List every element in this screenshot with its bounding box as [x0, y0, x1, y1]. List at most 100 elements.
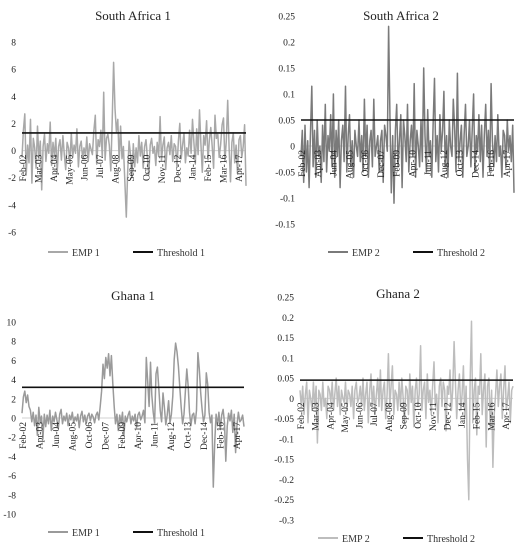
y-tick-label: 0 — [290, 143, 295, 153]
y-tick-label: 10 — [7, 319, 17, 329]
series-line-emp — [21, 61, 247, 218]
legend-label-threshold: Threshold 2 — [437, 248, 485, 259]
chart-panel-4: Ghana 2 0.25 0.2 0.15 0.1 0.05 0 -0.05 -0.1 -0.15… — [274, 286, 514, 545]
x-tick-label: Aug-08 — [385, 402, 395, 431]
y-tick-label: 4 — [11, 93, 16, 103]
x-tick-label: Jan-14 — [458, 402, 468, 428]
x-tick-label: Dec-07 — [377, 150, 387, 178]
x-tick-label: Jul-07 — [96, 154, 106, 178]
x-tick-label: Oct-10 — [414, 402, 424, 429]
y-tick-label: 6 — [11, 357, 16, 367]
x-tick-label: Oct-06 — [85, 422, 95, 449]
y-tick-label: -0.25 — [274, 496, 294, 506]
y-tick-label: -0.3 — [279, 517, 294, 527]
y-tick-label: 0 — [11, 415, 16, 425]
chart-panel-3: Ghana 1 10 8 6 4 2 0 -2 -4 -6 -8 -10 Feb-02 Apr-03 Jun… — [3, 288, 245, 539]
x-tick-label: Oct-06 — [361, 150, 371, 177]
x-tick-label: Jun-06 — [356, 402, 366, 428]
y-tick-label: 0.1 — [283, 91, 295, 101]
y-tick-label: 0.25 — [278, 13, 295, 23]
x-tick-label: Feb-16 — [217, 422, 227, 449]
x-tick-label: Apr-10 — [134, 422, 144, 449]
y-tick-label: -0.05 — [274, 415, 294, 425]
x-tick-label: Feb-16 — [487, 150, 497, 177]
x-tick-label: Feb-02 — [19, 154, 29, 181]
y-tick-label: -10 — [3, 511, 16, 521]
x-tick-label: Jan-14 — [189, 154, 199, 180]
x-tick-label: Feb-09 — [393, 150, 403, 177]
x-tick-label: Jun-04 — [330, 150, 340, 176]
y-tick-label: 6 — [11, 66, 16, 76]
x-tick-label: Oct-13 — [184, 422, 194, 449]
x-tick-label: Jun-06 — [81, 154, 91, 180]
y-tick-label: -0.05 — [275, 169, 295, 179]
x-tick-label: Mar-16 — [487, 402, 497, 431]
legend-label-emp: EMP 2 — [342, 534, 370, 545]
legend-label-emp: EMP 1 — [72, 528, 100, 539]
y-tick-label: 2 — [11, 120, 16, 130]
y-tick-label: -8 — [8, 491, 16, 501]
x-tick-label: Apr-17 — [233, 422, 243, 449]
series-line-emp — [300, 25, 515, 204]
y-tick-label: 0.2 — [282, 314, 294, 324]
x-tick-label: Apr-04 — [326, 402, 336, 429]
y-tick-label: 0.25 — [277, 294, 294, 304]
x-tick-label: Mar-03 — [312, 402, 322, 431]
y-tick-label: -0.15 — [274, 456, 294, 466]
x-tick-label: Aug-12 — [167, 422, 177, 451]
x-tick-label: Dec-14 — [200, 422, 210, 450]
x-tick-label: Oct-10 — [142, 154, 152, 181]
x-tick-label: Jul-07 — [370, 402, 380, 426]
y-tick-label: 0 — [289, 395, 294, 405]
x-tick-label: Jun-11 — [424, 150, 434, 176]
x-tick-label: Sep-09 — [127, 154, 137, 181]
x-tick-label: Apr-10 — [408, 150, 418, 177]
chart-title: South Africa 2 — [363, 8, 439, 23]
x-tick-label: Jun-04 — [52, 422, 62, 448]
x-tick-label: May-05 — [65, 154, 75, 184]
x-tick-label: May-05 — [341, 402, 351, 432]
x-tick-label: Nov-11 — [429, 402, 439, 431]
x-tick-label: Feb-15 — [473, 402, 483, 429]
y-tick-label: -6 — [8, 472, 16, 482]
x-tick-label: Apr-04 — [50, 154, 60, 181]
x-tick-label: Dec-07 — [101, 422, 111, 450]
chart-panel-2: South Africa 2 0.25 0.2 0.15 0.1 0.05 0 -0.05 -0… — [275, 8, 515, 259]
y-tick-label: 0.15 — [278, 65, 295, 75]
x-tick-label: Aug-05 — [345, 150, 355, 179]
x-tick-label: Feb-02 — [297, 402, 307, 429]
legend-label-emp: EMP 2 — [352, 248, 380, 259]
x-tick-label: Oct-13 — [456, 150, 466, 177]
x-tick-label: Mar-03 — [34, 154, 44, 183]
y-tick-label: -0.2 — [279, 476, 294, 486]
x-tick-label: Feb-02 — [298, 150, 308, 177]
x-tick-label: Aug-05 — [68, 422, 78, 451]
y-tick-label: 8 — [11, 338, 16, 348]
legend-label-threshold: Threshold 2 — [427, 534, 475, 545]
y-tick-label: -6 — [8, 229, 16, 239]
y-tick-label: 0.2 — [283, 39, 295, 49]
y-tick-label: -4 — [8, 453, 16, 463]
x-tick-label: Apr-03 — [314, 150, 324, 177]
y-tick-label: 0.15 — [277, 334, 294, 344]
x-tick-label: Feb-02 — [19, 422, 29, 449]
legend-label-emp: EMP 1 — [72, 248, 100, 259]
series-line-emp — [299, 320, 514, 501]
y-tick-label: -2 — [8, 434, 16, 444]
y-tick-label: 8 — [11, 39, 16, 49]
y-tick-label: -0.1 — [280, 195, 295, 205]
y-tick-label: 0.1 — [282, 354, 294, 364]
x-tick-label: Apr-17 — [503, 150, 513, 177]
x-tick-label: Feb-15 — [204, 154, 214, 181]
legend-label-threshold: Threshold 1 — [157, 248, 205, 259]
y-tick-label: -0.1 — [279, 435, 294, 445]
y-tick-label: 2 — [11, 395, 16, 405]
x-tick-label: Dec-12 — [443, 402, 453, 430]
series-line-emp — [21, 342, 245, 488]
y-tick-label: 4 — [11, 376, 16, 386]
x-tick-label: Apr-03 — [36, 422, 46, 449]
x-tick-label: Apr-17 — [502, 402, 512, 429]
chart-title: Ghana 1 — [111, 288, 155, 303]
x-tick-label: Apr-17 — [235, 154, 245, 181]
